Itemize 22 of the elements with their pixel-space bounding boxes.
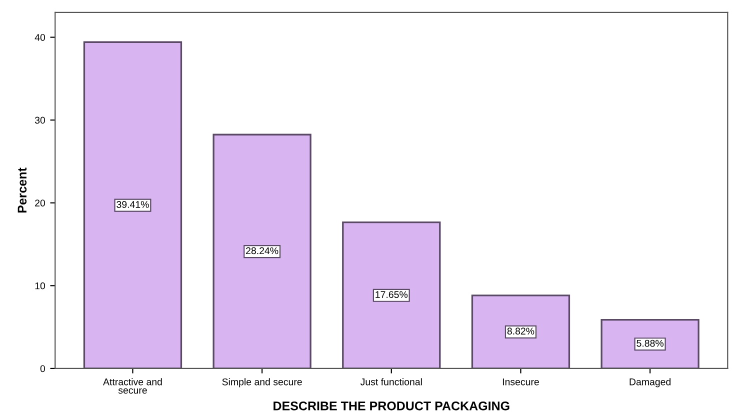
data-label: 5.88% (636, 340, 664, 347)
y-axis-title: Percent (18, 168, 27, 213)
y-tick-label: 30 (34, 116, 46, 124)
x-tick-label: Just functional (360, 378, 422, 386)
x-tick-label: Insecure (502, 378, 539, 386)
bar (83, 41, 182, 368)
x-tick-label: Damaged (630, 378, 671, 388)
x-tick-label: Attractive and secure (103, 378, 162, 394)
bar (212, 134, 312, 368)
data-label: 17.65% (376, 291, 408, 298)
y-tick-label: 20 (35, 200, 46, 206)
y-tick-label: 0 (40, 365, 46, 372)
data-label: 28.24% (246, 247, 278, 254)
x-tick-label: Simple and secure (222, 378, 302, 388)
data-label: 8.82% (507, 328, 534, 335)
bar (471, 294, 570, 368)
bar (342, 221, 441, 368)
data-label: 39.41% (116, 201, 149, 208)
x-axis-title: DESCRIBE THE PRODUCT PACKAGING (274, 401, 510, 410)
y-tick-label: 10 (35, 282, 46, 290)
bar (600, 318, 700, 368)
y-tick-label: 40 (34, 34, 46, 41)
